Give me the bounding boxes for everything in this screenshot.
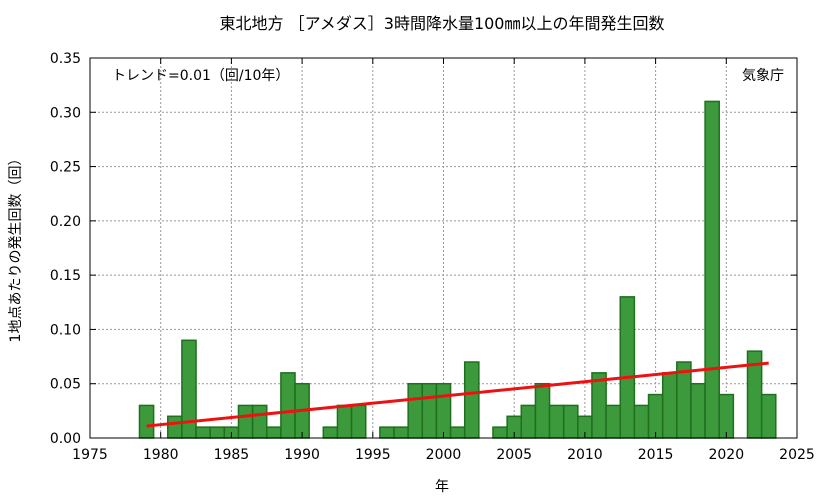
source-label: 気象庁	[742, 68, 784, 84]
bar-2013	[619, 296, 636, 439]
bars	[138, 100, 777, 439]
bar-1993	[336, 404, 353, 439]
trend-label: トレンド=0.01（回/10年）	[112, 68, 289, 84]
bar-2008	[548, 404, 565, 439]
y-tick-label: 0.15	[50, 268, 81, 284]
bar-1989	[280, 372, 296, 439]
x-tick-label: 2015	[638, 447, 674, 463]
x-tick-label: 2000	[426, 447, 462, 463]
x-tick-label: 1995	[355, 447, 391, 463]
bar-1988	[266, 426, 282, 439]
bar-2020	[718, 393, 735, 439]
x-axis-ticks: 1975 1980 1985 1990 1995 2000 2005 2010 2015 2020…	[72, 58, 815, 463]
bar-1983	[195, 426, 211, 439]
bar-1987	[251, 404, 268, 439]
bar-2016	[661, 372, 678, 439]
y-tick-label: 0.10	[50, 322, 81, 338]
bar-1996	[379, 426, 395, 439]
bar-2007	[534, 382, 551, 439]
x-tick-label: 2020	[708, 447, 744, 463]
bar-1984	[209, 426, 226, 439]
bar-1999	[421, 382, 438, 439]
bar-2004	[492, 426, 508, 439]
x-tick-label: 1975	[72, 447, 108, 463]
x-tick-label: 2010	[567, 447, 603, 463]
y-tick-label: 0.35	[50, 51, 81, 67]
bar-2019	[704, 100, 720, 439]
x-axis-label: 年	[435, 479, 449, 495]
bar-2012	[605, 404, 621, 439]
y-axis-label: 1地点あたりの発生回数（回）	[8, 152, 24, 343]
bar-1997	[393, 426, 409, 439]
trend-line-group	[146, 361, 769, 428]
bar-1979	[138, 404, 155, 439]
y-tick-label: 0.00	[50, 431, 81, 447]
x-tick-label: 1980	[143, 447, 179, 463]
bar-1998	[407, 382, 424, 439]
bar-1986	[237, 404, 254, 439]
bar-2009	[562, 404, 579, 439]
y-tick-label: 0.05	[50, 377, 81, 393]
chart-title: 東北地方 ［アメダス］3時間降水量100㎜以上の年間発生回数	[219, 14, 664, 33]
bar-2018	[690, 382, 706, 439]
bar-2015	[647, 393, 664, 439]
bar-2023	[760, 393, 777, 439]
x-tick-label: 1985	[214, 447, 250, 463]
bar-2002	[463, 361, 480, 439]
trend-line	[146, 361, 769, 428]
y-tick-label: 0.25	[50, 160, 81, 176]
y-tick-label: 0.20	[50, 214, 81, 230]
y-tick-label: 0.30	[50, 105, 81, 121]
bar-2001	[449, 426, 466, 439]
bar-2014	[633, 404, 650, 439]
y-axis-ticks: 0.00 0.05 0.10 0.15 0.20 0.25 0.30 0.35	[50, 51, 797, 447]
bar-1992	[322, 426, 339, 439]
bar-2011	[591, 372, 607, 439]
bar-1994	[350, 404, 367, 439]
bar-1981	[167, 415, 183, 439]
bar-2000	[435, 382, 452, 439]
bar-2006	[520, 404, 537, 439]
x-tick-label: 2025	[779, 447, 815, 463]
x-tick-label: 2005	[496, 447, 532, 463]
x-tick-label: 1990	[284, 447, 320, 463]
